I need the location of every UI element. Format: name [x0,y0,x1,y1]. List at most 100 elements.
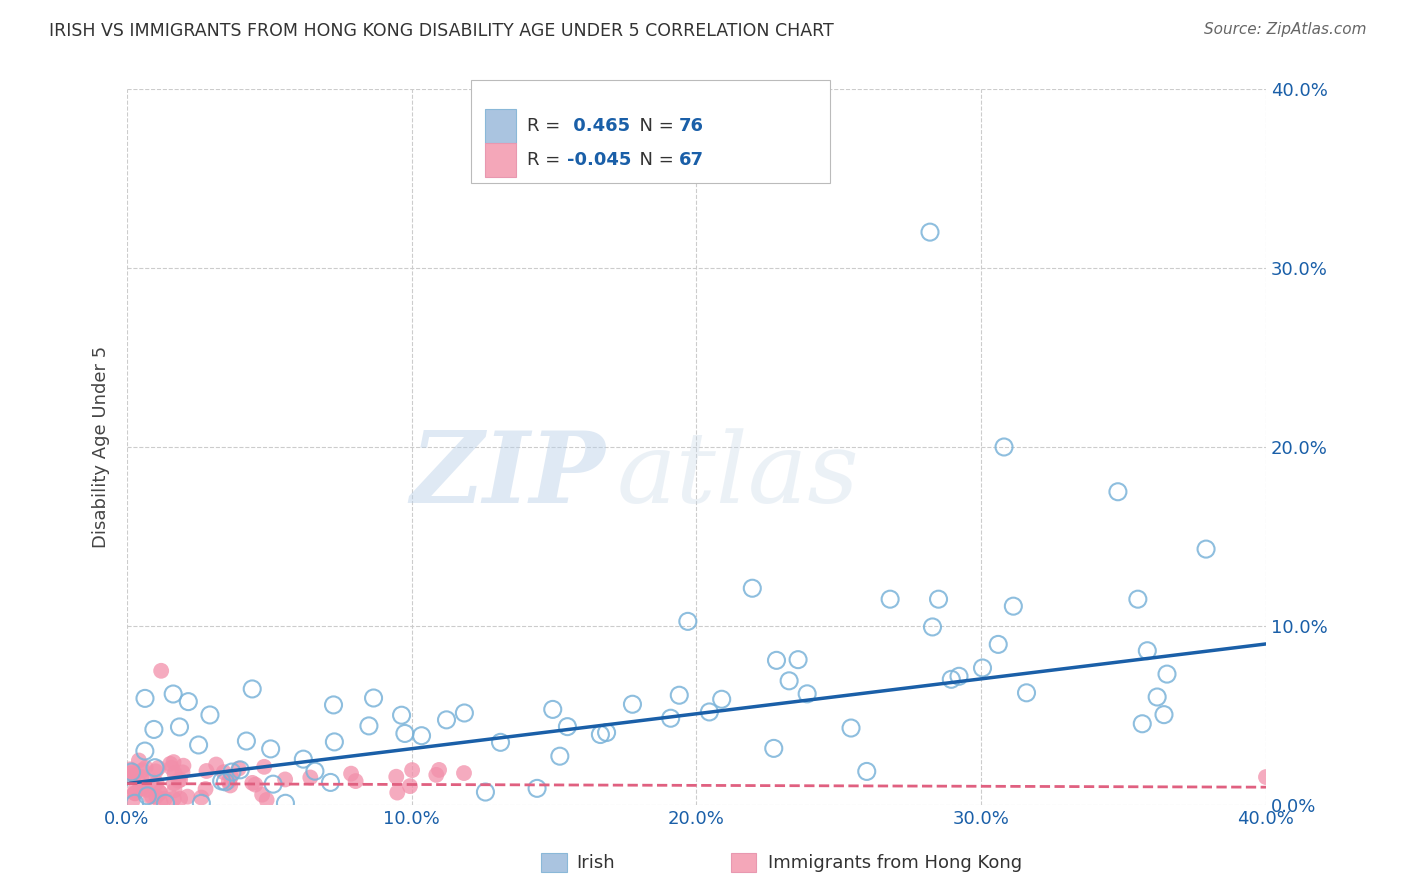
Point [541,702,564,716]
Point [250,788,273,802]
Point [121,764,143,779]
Point [219,779,242,793]
Point [214,775,236,789]
Point [762,741,785,756]
Point [796,687,818,701]
Text: R =: R = [527,118,567,136]
Point [169,791,191,805]
Point [1002,599,1025,614]
Point [212,765,235,780]
Text: IRISH VS IMMIGRANTS FROM HONG KONG DISABILITY AGE UNDER 5 CORRELATION CHART: IRISH VS IMMIGRANTS FROM HONG KONG DISAB… [49,22,834,40]
Point [1254,770,1277,784]
Point [153,792,176,806]
Point [427,763,450,777]
Point [172,758,194,772]
Point [221,765,243,780]
Point [987,637,1010,651]
Point [363,691,385,706]
Point [172,765,194,780]
Point [148,761,170,775]
Point [121,794,143,808]
Point [162,687,184,701]
Point [928,592,950,607]
Point [323,735,346,749]
Point [120,766,142,780]
Point [131,780,153,795]
Point [993,440,1015,454]
Point [124,786,146,800]
Point [211,774,233,789]
Point [253,760,276,774]
Point [710,692,733,706]
Point [194,782,217,797]
Point [256,793,278,807]
Point [190,797,212,811]
Point [135,761,157,775]
Point [187,738,209,752]
Point [1146,690,1168,704]
Point [391,708,413,723]
Y-axis label: Disability Age Under 5: Disability Age Under 5 [93,346,110,548]
Point [699,705,721,719]
Point [195,764,218,778]
Point [160,761,183,775]
Point [134,691,156,706]
Point [149,796,172,810]
Point [1107,484,1129,499]
Point [163,783,186,797]
Text: ZIP: ZIP [411,427,606,524]
Text: 67: 67 [679,152,704,169]
Point [948,669,970,683]
Point [167,773,190,788]
Point [1136,644,1159,658]
Point [163,766,186,780]
Text: R =: R = [527,152,567,169]
Point [218,774,240,789]
Point [399,779,422,793]
Point [879,592,901,607]
Point [274,772,297,787]
Point [134,744,156,758]
Point [941,673,963,687]
Point [918,225,941,239]
Point [198,708,221,723]
Point [121,765,143,780]
Point [150,664,173,678]
Point [240,776,263,790]
Point [319,775,342,789]
Point [453,706,475,720]
Point [411,729,433,743]
Point [526,781,548,796]
Point [262,777,284,791]
Point [122,768,145,782]
Point [145,789,167,804]
Point [131,763,153,777]
Point [229,763,252,777]
Point [120,762,142,776]
Point [145,776,167,790]
Point [322,698,344,712]
Point [474,785,496,799]
Point [228,762,250,776]
Point [453,766,475,780]
Point [235,734,257,748]
Point [145,764,167,779]
Point [205,757,228,772]
Point [855,764,877,779]
Point [129,770,152,784]
Text: Irish: Irish [576,854,614,871]
Point [385,770,408,784]
Point [163,791,186,805]
Point [425,768,447,782]
Point [124,797,146,811]
Text: Immigrants from Hong Kong: Immigrants from Hong Kong [768,854,1022,871]
Point [557,720,579,734]
Point [394,726,416,740]
Point [787,653,810,667]
Text: atlas: atlas [617,428,859,524]
Point [659,711,682,725]
Point [149,785,172,799]
Point [401,763,423,777]
Point [765,653,787,667]
Point [1153,707,1175,722]
